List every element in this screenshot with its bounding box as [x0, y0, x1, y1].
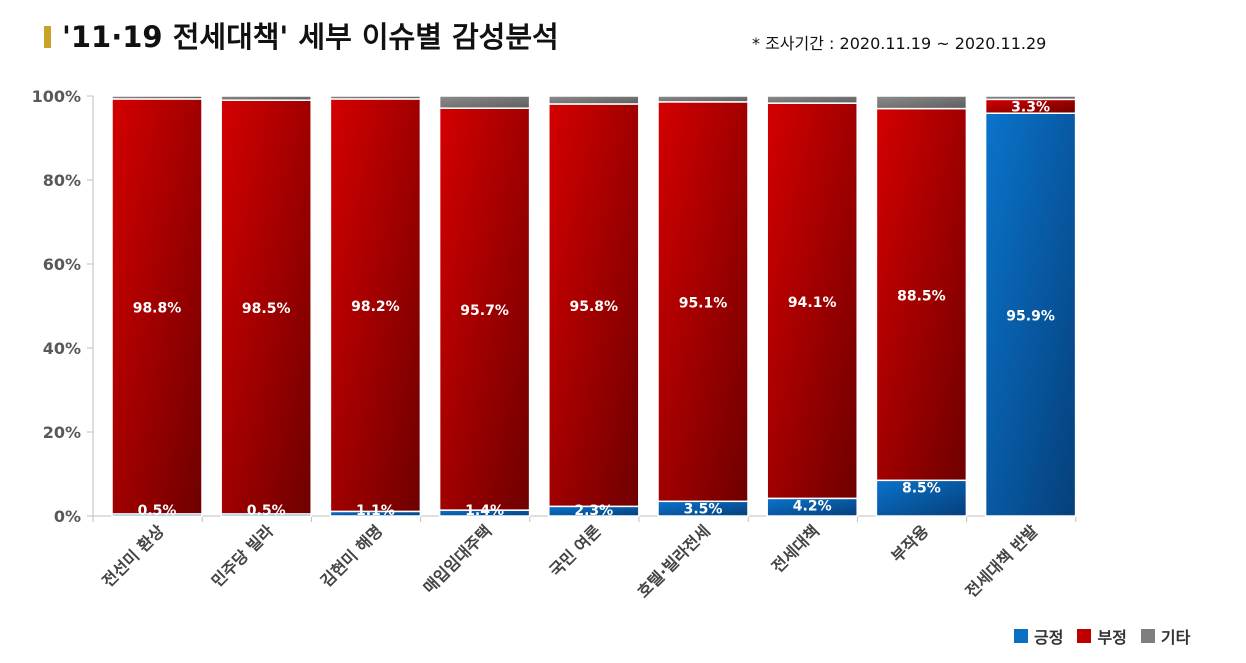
survey-period: * 조사기간 : 2020.11.19 ~ 2020.11.29: [752, 34, 1047, 53]
bar-segment-other: [438, 95, 531, 109]
legend-swatch-positive: [1014, 629, 1028, 643]
title-accent-bar: [44, 26, 51, 48]
bar-segment-negative: [657, 101, 749, 503]
bar-segment-other: [329, 95, 422, 100]
data-label-positive: 8.5%: [902, 480, 941, 496]
category-label: 김현미 해명: [317, 521, 386, 590]
bar-segment-other: [875, 95, 968, 110]
y-tick-label: 0%: [54, 507, 81, 526]
bar-segment-negative: [438, 107, 531, 511]
legend-label-negative: 부정: [1097, 628, 1127, 647]
data-label-positive: 3.5%: [684, 501, 723, 517]
category-label: 부작용: [888, 521, 933, 566]
bar-segment-other: [984, 95, 1077, 101]
bar-segment-negative: [548, 103, 640, 508]
category-label: 전세대책: [768, 521, 823, 576]
legend-label-other: 기타: [1160, 628, 1191, 647]
bar-segment-other: [548, 95, 640, 105]
data-label-negative: 98.2%: [351, 299, 400, 315]
legend-item-positive: 긍정: [1014, 624, 1063, 648]
data-label-negative: 98.5%: [242, 301, 291, 317]
legend-item-other: 기타: [1140, 624, 1191, 648]
y-tick-label: 20%: [43, 423, 81, 442]
category-label: 전세대책 반발: [962, 521, 1042, 601]
category-label: 전선미 환상: [98, 521, 168, 591]
data-label-positive: 0.5%: [138, 503, 177, 519]
bar-segment-negative: [220, 99, 312, 515]
data-label-negative: 94.1%: [788, 295, 837, 311]
bar-segment-other: [766, 95, 858, 104]
data-label-positive: 95.9%: [1006, 309, 1055, 325]
data-label-negative: 95.8%: [570, 299, 619, 315]
bar-segment-other: [220, 95, 312, 101]
legend: 긍정 부정 기타: [1014, 624, 1190, 648]
data-label-positive: 0.5%: [247, 503, 286, 519]
bar-segment-negative: [111, 98, 203, 515]
category-label: 국민 여론: [546, 521, 605, 580]
data-label-positive: 1.1%: [356, 503, 395, 519]
data-label-negative: 3.3%: [1011, 99, 1050, 115]
data-label-negative: 95.7%: [460, 303, 509, 319]
legend-swatch-other: [1140, 629, 1155, 643]
data-label-positive: 1.4%: [465, 503, 504, 519]
data-label-negative: 95.1%: [679, 296, 728, 312]
category-label: 매입임대주택: [420, 521, 496, 597]
page-title: '11·19 전세대책' 세부 이슈별 감성분석: [62, 20, 559, 54]
bar-segment-positive: [875, 479, 968, 517]
category-label: 민주당 빌라: [208, 521, 278, 591]
bar-segment-positive: [984, 112, 1077, 517]
y-tick-label: 100%: [32, 87, 81, 106]
bar-segment-negative: [766, 102, 858, 500]
y-tick-label: 60%: [43, 255, 81, 274]
legend-label-positive: 긍정: [1034, 628, 1064, 647]
category-label: 호텔·빌라전세: [634, 521, 714, 601]
data-label-negative: 88.5%: [897, 288, 946, 304]
y-tick-label: 80%: [43, 171, 81, 190]
legend-swatch-negative: [1077, 629, 1092, 643]
bar-segment-negative: [329, 98, 422, 513]
data-label-positive: 2.3%: [574, 503, 613, 519]
bar-segment-other: [657, 95, 749, 103]
data-label-negative: 98.8%: [133, 300, 182, 316]
y-tick-label: 40%: [43, 339, 81, 358]
bar-segment-negative: [875, 107, 968, 482]
data-label-positive: 4.2%: [793, 498, 832, 514]
legend-item-negative: 부정: [1077, 624, 1127, 648]
bar-segment-other: [111, 95, 203, 100]
